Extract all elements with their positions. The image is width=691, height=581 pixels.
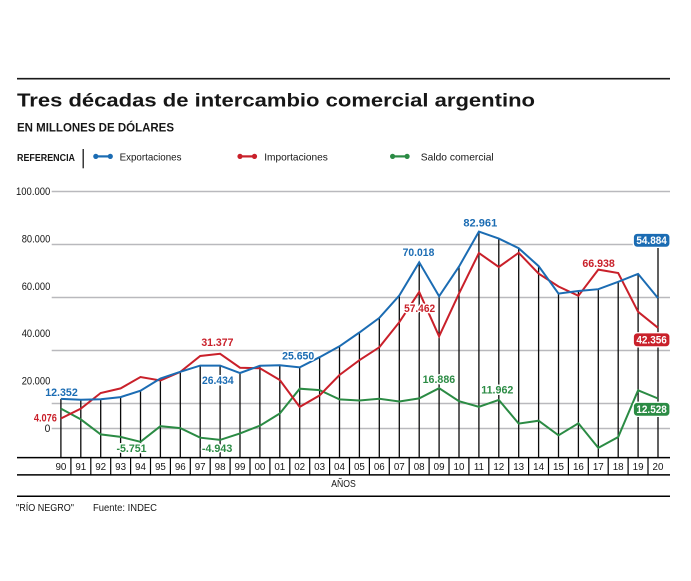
svg-text:93: 93: [115, 462, 126, 473]
svg-text:90: 90: [55, 462, 66, 473]
svg-text:26.434: 26.434: [202, 375, 235, 387]
svg-text:20: 20: [653, 462, 664, 473]
svg-text:100.000: 100.000: [16, 186, 50, 198]
svg-text:12.528: 12.528: [636, 404, 667, 416]
svg-text:09: 09: [434, 462, 445, 473]
svg-text:07: 07: [394, 462, 405, 473]
svg-text:-4.943: -4.943: [202, 443, 232, 455]
svg-text:11.962: 11.962: [481, 385, 513, 397]
svg-text:4.076: 4.076: [34, 412, 57, 424]
svg-text:19: 19: [633, 462, 644, 473]
svg-text:EN MILLONES DE DÓLARES: EN MILLONES DE DÓLARES: [17, 120, 174, 135]
svg-text:40.000: 40.000: [22, 328, 51, 340]
svg-text:31.377: 31.377: [201, 337, 233, 349]
svg-text:25.650: 25.650: [282, 351, 314, 363]
svg-text:04: 04: [334, 462, 345, 473]
svg-text:"RÍO NEGRO": "RÍO NEGRO": [16, 503, 74, 514]
svg-text:95: 95: [155, 462, 166, 473]
svg-text:Fuente: INDEC: Fuente: INDEC: [93, 503, 157, 514]
svg-text:12.352: 12.352: [45, 387, 78, 399]
svg-text:57.462: 57.462: [404, 303, 435, 315]
svg-text:91: 91: [75, 462, 86, 473]
svg-text:42.356: 42.356: [636, 335, 667, 347]
svg-text:20.000: 20.000: [22, 376, 51, 388]
svg-text:54.884: 54.884: [636, 235, 667, 247]
svg-text:92: 92: [95, 462, 106, 473]
svg-text:REFERENCIA: REFERENCIA: [17, 152, 75, 164]
svg-text:80.000: 80.000: [22, 233, 51, 245]
svg-text:Importaciones: Importaciones: [264, 152, 328, 164]
svg-text:97: 97: [195, 462, 206, 473]
svg-text:Exportaciones: Exportaciones: [120, 152, 182, 164]
svg-text:02: 02: [294, 462, 305, 473]
svg-text:05: 05: [354, 462, 365, 473]
svg-text:08: 08: [414, 462, 425, 473]
svg-text:AÑOS: AÑOS: [331, 479, 356, 490]
svg-text:70.018: 70.018: [403, 247, 435, 259]
svg-text:03: 03: [314, 462, 325, 473]
svg-text:0: 0: [45, 423, 51, 435]
svg-text:82.961: 82.961: [463, 218, 497, 230]
svg-text:15: 15: [553, 462, 564, 473]
svg-text:60.000: 60.000: [22, 281, 51, 293]
svg-text:16.886: 16.886: [423, 374, 456, 386]
svg-text:Saldo comercial: Saldo comercial: [421, 152, 494, 164]
svg-text:11: 11: [474, 462, 484, 473]
svg-text:14: 14: [533, 462, 544, 473]
svg-text:10: 10: [454, 462, 465, 473]
svg-text:12: 12: [493, 462, 504, 473]
svg-text:18: 18: [613, 462, 624, 473]
svg-text:66.938: 66.938: [582, 258, 615, 270]
svg-text:96: 96: [175, 462, 186, 473]
svg-text:17: 17: [593, 462, 604, 473]
svg-text:06: 06: [374, 462, 385, 473]
svg-text:Tres décadas de intercambio co: Tres décadas de intercambio comercial ar…: [17, 90, 535, 111]
svg-text:00: 00: [254, 462, 265, 473]
svg-text:98: 98: [215, 462, 226, 473]
svg-text:99: 99: [235, 462, 246, 473]
svg-text:16: 16: [573, 462, 584, 473]
svg-text:-5.751: -5.751: [116, 443, 146, 455]
svg-text:94: 94: [135, 462, 146, 473]
svg-text:01: 01: [274, 462, 285, 473]
svg-text:13: 13: [513, 462, 524, 473]
